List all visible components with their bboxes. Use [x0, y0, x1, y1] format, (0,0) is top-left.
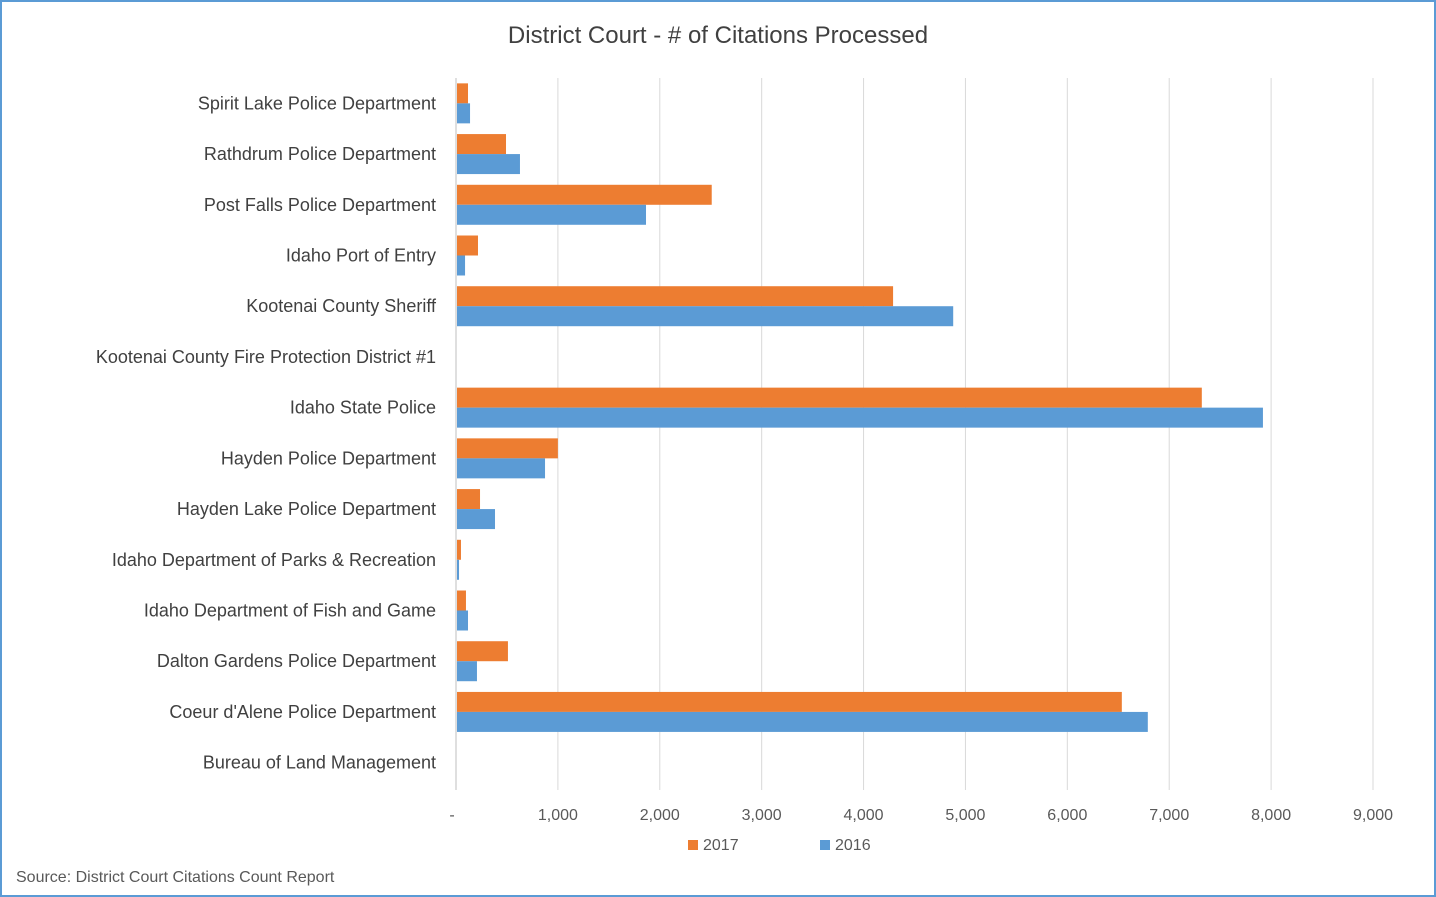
bar-2016: [457, 711, 1148, 732]
legend-label: 2016: [835, 837, 871, 854]
legend-swatch-2016: [820, 840, 830, 850]
bar-2017: [457, 83, 469, 104]
category-label: Dalton Gardens Police Department: [157, 651, 436, 671]
category-label: Kootenai County Sheriff: [246, 296, 437, 316]
x-tick-label: 6,000: [1047, 807, 1087, 824]
bar-2017: [457, 438, 558, 459]
category-label: Hayden Lake Police Department: [177, 499, 436, 519]
bar-2016: [457, 306, 954, 327]
bar-2016: [457, 458, 546, 479]
bar-2016: [457, 610, 469, 631]
bar-2017: [457, 235, 478, 256]
category-label: Spirit Lake Police Department: [198, 93, 436, 113]
bar-2016: [457, 103, 471, 124]
bar-2016: [457, 204, 647, 225]
category-label: Idaho Port of Entry: [286, 246, 436, 266]
bar-2017: [457, 134, 507, 155]
chart-title: District Court - # of Citations Processe…: [508, 22, 928, 49]
bar-2017: [457, 590, 466, 611]
category-label: Hayden Police Department: [221, 448, 436, 468]
x-tick-label: 7,000: [1149, 807, 1189, 824]
category-label: Post Falls Police Department: [204, 195, 436, 215]
bar-2017: [457, 539, 461, 560]
category-label: Bureau of Land Management: [203, 753, 436, 773]
category-label: Idaho State Police: [290, 398, 436, 418]
x-tick-label: 2,000: [640, 807, 680, 824]
category-label: Idaho Department of Fish and Game: [144, 601, 436, 621]
bar-2017: [457, 387, 1202, 408]
category-label: Coeur d'Alene Police Department: [169, 702, 436, 722]
bar-2017: [457, 691, 1122, 712]
bar-2017: [457, 489, 481, 510]
legend-swatch-2017: [688, 840, 698, 850]
legend-label: 2017: [703, 837, 739, 854]
x-tick-label: 3,000: [742, 807, 782, 824]
bar-2017: [457, 184, 712, 205]
bar-2017: [457, 286, 894, 307]
bar-2016: [457, 407, 1263, 428]
bar-2017: [457, 641, 508, 662]
category-label: Kootenai County Fire Protection District…: [96, 347, 436, 367]
bar-2016: [457, 509, 496, 530]
x-tick-label: 4,000: [844, 807, 884, 824]
bar-2016: [457, 661, 477, 682]
x-tick-label: 5,000: [945, 807, 985, 824]
bar-2016: [457, 154, 520, 175]
x-tick-label: 1,000: [538, 807, 578, 824]
x-tick-label: 9,000: [1353, 807, 1393, 824]
category-label: Idaho Department of Parks & Recreation: [112, 550, 436, 570]
category-label: Rathdrum Police Department: [204, 144, 436, 164]
x-tick-label: 8,000: [1251, 807, 1291, 824]
bar-2016: [457, 255, 466, 276]
bar-2016: [457, 559, 460, 580]
source-note: Source: District Court Citations Count R…: [16, 869, 335, 886]
x-tick-label: -: [449, 807, 454, 824]
